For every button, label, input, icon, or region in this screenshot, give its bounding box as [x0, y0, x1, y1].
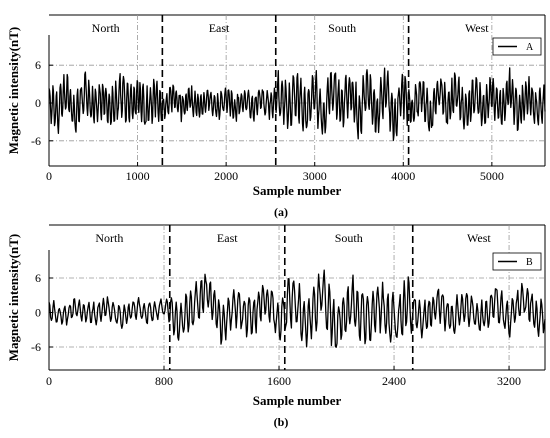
x-axis-label: Sample number [253, 183, 342, 198]
x-tick-label: 4000 [391, 169, 415, 183]
y-tick-label: 6 [35, 58, 41, 72]
y-axis-label: Magnetic intensity(nT) [6, 27, 21, 154]
x-tick-label: 2400 [382, 374, 406, 388]
y-axis-label: Magnetic intensity(nT) [6, 234, 21, 361]
y-tick-label: 0 [35, 306, 41, 320]
region-label-north: North [95, 231, 123, 245]
x-tick-label: 1600 [267, 374, 291, 388]
x-tick-label: 3000 [303, 169, 327, 183]
x-tick-label: 2000 [214, 169, 238, 183]
legend-label: A [526, 42, 534, 53]
panel-caption: (b) [274, 415, 289, 429]
y-tick-label: -6 [31, 134, 41, 148]
y-tick-label: 0 [35, 96, 41, 110]
region-label-west: West [465, 21, 489, 35]
series-line-B [48, 269, 546, 348]
region-label-west: West [467, 231, 491, 245]
panel-a: North East South West 0 1000 2000 3000 4000 5000 6… [6, 14, 546, 219]
panel-caption: (a) [274, 205, 288, 219]
panel-b: North East South West 0 800 1600 2400 3200 6 0 -6 Sa… [6, 224, 546, 429]
region-label-north: North [92, 21, 120, 35]
x-axis-label: Sample number [253, 393, 342, 408]
x-tick-label: 5000 [480, 169, 504, 183]
x-tick-label: 0 [46, 169, 52, 183]
legend-label: B [526, 257, 533, 268]
y-tick-label: 6 [35, 271, 41, 285]
x-tick-label: 800 [155, 374, 173, 388]
x-tick-label: 3200 [497, 374, 521, 388]
region-label-east: East [217, 231, 238, 245]
x-tick-label: 1000 [126, 169, 150, 183]
region-label-east: East [209, 21, 230, 35]
series-line-A [48, 67, 546, 141]
region-label-south: South [328, 21, 356, 35]
y-tick-label: -6 [31, 340, 41, 354]
region-label-south: South [335, 231, 363, 245]
x-tick-label: 0 [46, 374, 52, 388]
